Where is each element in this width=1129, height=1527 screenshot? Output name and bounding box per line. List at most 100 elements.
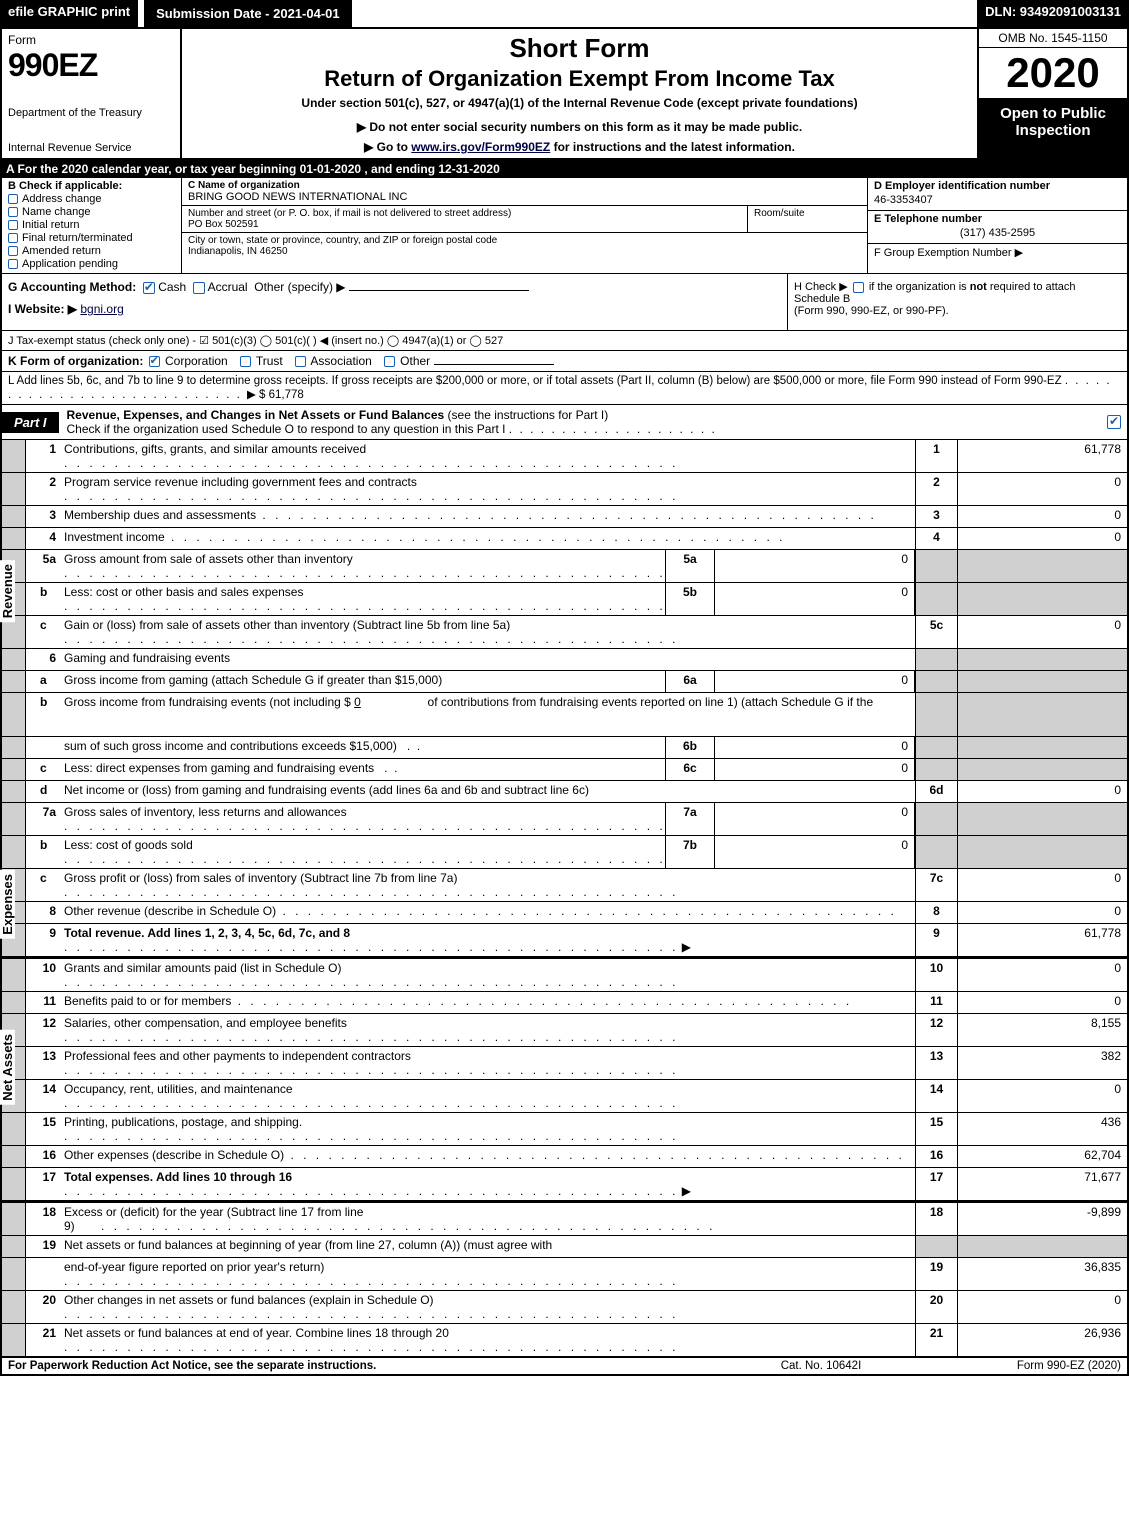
line-6b2-rval-shade: [957, 737, 1127, 758]
line-19b-num: [26, 1258, 60, 1290]
part-1-check-text: Check if the organization used Schedule …: [67, 422, 506, 436]
line-5b-desc: Less: cost or other basis and sales expe…: [64, 585, 303, 599]
line-8-rnum: 8: [915, 902, 957, 923]
line-7a-num: 7a: [26, 803, 60, 835]
line-14-value: 0: [957, 1080, 1127, 1112]
line-1-desc: Contributions, gifts, grants, and simila…: [64, 442, 366, 456]
other-method-input[interactable]: [349, 290, 529, 291]
checkbox-name-change[interactable]: [8, 207, 18, 217]
line-6-rnum-shade: [915, 649, 957, 670]
line-j-tax-exempt-status: J Tax-exempt status (check only one) - ☑…: [0, 331, 1129, 351]
group-exemption-label: F Group Exemption Number ▶: [868, 244, 1127, 261]
box-h: H Check ▶ if the organization is not req…: [787, 274, 1127, 330]
other-org-input[interactable]: [434, 364, 554, 365]
city-value: Indianapolis, IN 46250: [188, 246, 861, 257]
tax-year: 2020: [979, 48, 1127, 99]
checkbox-trust[interactable]: [240, 356, 251, 367]
line-7b-box: 7b: [665, 836, 715, 868]
address-value: PO Box 502591: [188, 219, 741, 230]
form-label: Form: [8, 33, 174, 47]
room-suite-label: Room/suite: [747, 206, 867, 232]
checkbox-final-return[interactable]: [8, 233, 18, 243]
header-right: OMB No. 1545-1150 2020 Open to Public In…: [977, 29, 1127, 158]
block-g-h-i: G Accounting Method: Cash Accrual Other …: [0, 274, 1129, 331]
line-20-num: 20: [26, 1291, 60, 1323]
line-6b-amount-underline: 0: [354, 695, 361, 709]
line-a-tax-year: A For the 2020 calendar year, or tax yea…: [0, 160, 1129, 178]
line-7c-num: c: [26, 869, 60, 901]
line-9-desc: Total revenue. Add lines 1, 2, 3, 4, 5c,…: [64, 926, 350, 940]
line-6a-desc: Gross income from gaming (attach Schedul…: [64, 673, 442, 687]
ein-label: D Employer identification number: [868, 178, 1127, 194]
line-21-rnum: 21: [915, 1324, 957, 1356]
line-17-num: 17: [26, 1168, 60, 1200]
line-19-num: 19: [26, 1236, 60, 1257]
line-6b2-rnum-shade: [915, 737, 957, 758]
line-12-value: 8,155: [957, 1014, 1127, 1046]
line-4-num: 4: [26, 528, 60, 549]
line-6c-inval: 0: [715, 759, 915, 780]
line-7a-inval: 0: [715, 803, 915, 835]
line-9-value: 61,778: [957, 924, 1127, 956]
line-4-rnum: 4: [915, 528, 957, 549]
line-2-value: 0: [957, 473, 1127, 505]
vlabel-net-assets: Net Assets: [0, 1030, 15, 1105]
line-6c-desc: Less: direct expenses from gaming and fu…: [64, 761, 374, 775]
checkbox-corporation[interactable]: [149, 356, 160, 367]
line-13-rnum: 13: [915, 1047, 957, 1079]
checkbox-address-change[interactable]: [8, 194, 18, 204]
line-5a-box: 5a: [665, 550, 715, 582]
label-other-method: Other (specify) ▶: [254, 280, 345, 294]
line-4-desc: Investment income: [64, 530, 165, 544]
website-label: I Website: ▶: [8, 302, 77, 316]
line-l-amount: ▶ $ 61,778: [247, 389, 304, 401]
h-text-2: if the organization is: [869, 281, 970, 293]
line-7b-inval: 0: [715, 836, 915, 868]
part-1-note: (see the instructions for Part I): [448, 408, 609, 422]
line-6c-rnum-shade: [915, 759, 957, 780]
line-5b-rval-shade: [957, 583, 1127, 615]
line-16-value: 62,704: [957, 1146, 1127, 1167]
line-21-value: 26,936: [957, 1324, 1127, 1356]
line-7b-rval-shade: [957, 836, 1127, 868]
website-link[interactable]: bgni.org: [80, 302, 123, 316]
line-16-num: 16: [26, 1146, 60, 1167]
line-21-num: 21: [26, 1324, 60, 1356]
line-7a-box: 7a: [665, 803, 715, 835]
checkbox-schedule-b-not-required[interactable]: [853, 282, 864, 293]
line-13-desc: Professional fees and other payments to …: [64, 1049, 411, 1063]
checkbox-other-org[interactable]: [384, 356, 395, 367]
line-3-num: 3: [26, 506, 60, 527]
org-name-label: C Name of organization: [188, 180, 861, 191]
part-1-header: Part I Revenue, Expenses, and Changes in…: [0, 405, 1129, 440]
line-8-desc: Other revenue (describe in Schedule O): [64, 904, 276, 918]
print-link[interactable]: print: [101, 4, 130, 19]
line-6-desc: Gaming and fundraising events: [64, 651, 230, 665]
line-5b-num: b: [26, 583, 60, 615]
label-final-return: Final return/terminated: [22, 232, 133, 244]
line-6c-box: 6c: [665, 759, 715, 780]
checkbox-initial-return[interactable]: [8, 220, 18, 230]
label-cash: Cash: [158, 280, 186, 294]
label-initial-return: Initial return: [22, 219, 79, 231]
checkbox-application-pending[interactable]: [8, 259, 18, 269]
header-left: Form 990EZ Department of the Treasury In…: [2, 29, 182, 158]
irs-link[interactable]: www.irs.gov/Form990EZ: [411, 140, 550, 154]
line-l-gross-receipts: L Add lines 5b, 6c, and 7b to line 9 to …: [0, 372, 1129, 405]
checkbox-accrual[interactable]: [193, 282, 205, 294]
h-not-bold: not: [970, 281, 987, 293]
checkbox-schedule-o-part1[interactable]: [1107, 415, 1121, 429]
line-18-value: -9,899: [957, 1203, 1127, 1235]
box-b-header: B Check if applicable:: [8, 180, 175, 192]
checkbox-cash[interactable]: [143, 282, 155, 294]
line-6a-inval: 0: [715, 671, 915, 692]
goto-line: ▶ Go to www.irs.gov/Form990EZ for instru…: [190, 140, 969, 154]
checkbox-amended-return[interactable]: [8, 246, 18, 256]
line-4-value: 0: [957, 528, 1127, 549]
dln-label: DLN: 93492091003131: [977, 0, 1129, 27]
submission-date: Submission Date - 2021-04-01: [144, 0, 352, 27]
checkbox-association[interactable]: [295, 356, 306, 367]
h-text-1: H Check ▶: [794, 281, 851, 293]
line-6b-inval: 0: [715, 737, 915, 758]
label-association: Association: [310, 354, 371, 368]
